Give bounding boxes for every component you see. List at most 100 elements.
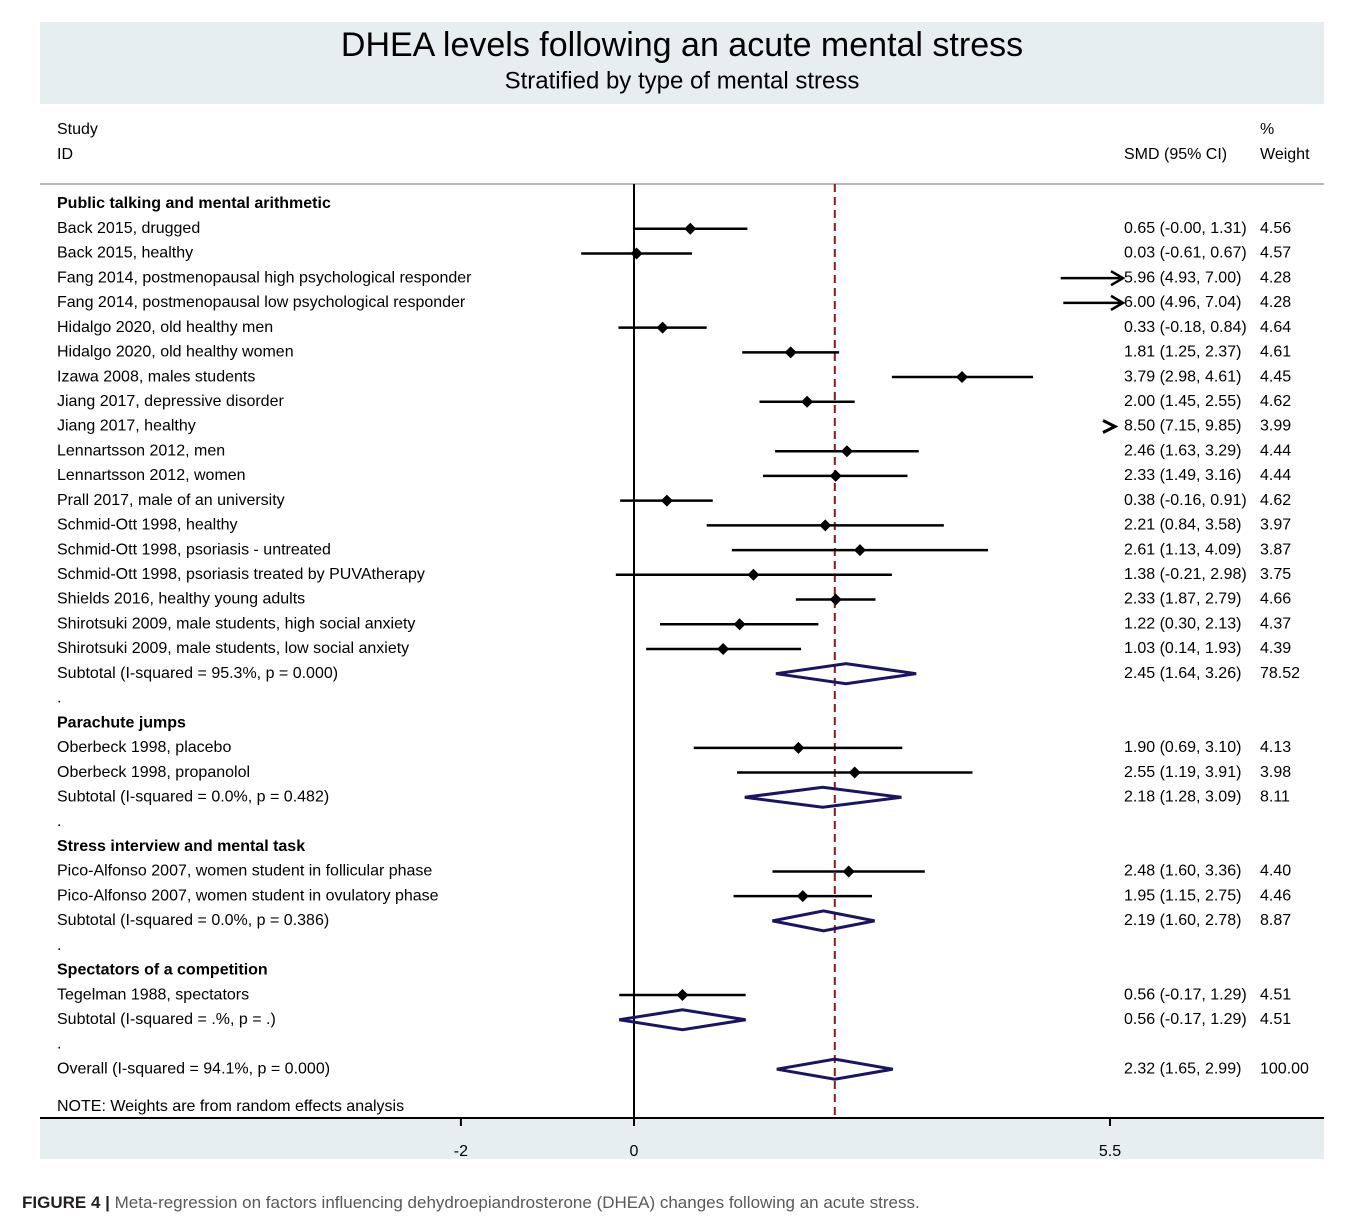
effect-ci-text: 2.55 (1.19, 3.91) (1124, 764, 1241, 781)
subtotal-label: Overall (I-squared = 94.1%, p = 0.000) (57, 1060, 330, 1077)
effect-ci-text: 2.18 (1.28, 3.09) (1124, 788, 1241, 805)
spacer-dot: . (57, 690, 61, 707)
weight-text: 4.44 (1260, 442, 1291, 459)
effect-ci-text: 1.81 (1.25, 2.37) (1124, 344, 1241, 361)
weight-text: 4.51 (1260, 1011, 1291, 1028)
effect-ci-text: 3.79 (2.98, 4.61) (1124, 368, 1241, 385)
study-label: Shields 2016, healthy young adults (57, 591, 305, 608)
pooled-diamond (775, 662, 917, 686)
effect-ci-text: 1.38 (-0.21, 2.98) (1124, 566, 1247, 583)
study-label: Oberbeck 1998, placebo (57, 739, 231, 756)
subtotal-label: Subtotal (I-squared = .%, p = .) (57, 1011, 276, 1028)
weight-text: 8.11 (1260, 788, 1290, 805)
study-label: Back 2015, healthy (57, 245, 193, 262)
study-label: Pico-Alfonso 2007, women student in ovul… (57, 887, 439, 904)
spacer-dot: . (57, 937, 61, 954)
subtotal-label: Subtotal (I-squared = 0.0%, p = 0.482) (57, 788, 329, 805)
pooled-diamond (776, 1057, 894, 1081)
caption-text: Meta-regression on factors influencing d… (109, 1193, 920, 1212)
axis-band (40, 1118, 1324, 1159)
effect-ci-text: 0.65 (-0.00, 1.31) (1124, 220, 1247, 237)
weights-note: NOTE: Weights are from random effects an… (57, 1098, 404, 1115)
effect-ci-text: 0.03 (-0.61, 0.67) (1124, 245, 1247, 262)
effect-ci-text: 2.45 (1.64, 3.26) (1124, 665, 1241, 682)
title-band (40, 22, 1324, 104)
study-label: Shirotsuki 2009, male students, high soc… (57, 615, 415, 632)
effect-ci-text: 5.96 (4.93, 7.00) (1124, 269, 1241, 286)
study-label: Pico-Alfonso 2007, women student in foll… (57, 863, 432, 880)
study-label: Fang 2014, postmenopausal high psycholog… (57, 269, 472, 286)
point-estimate (676, 989, 689, 1002)
caption-label: FIGURE 4 | (22, 1193, 110, 1212)
study-label: Jiang 2017, depressive disorder (57, 393, 284, 410)
study-label: Tegelman 1988, spectators (57, 986, 249, 1003)
effect-ci-text: 2.21 (0.84, 3.58) (1124, 517, 1241, 534)
study-label: Izawa 2008, males students (57, 368, 255, 385)
point-estimate (956, 371, 969, 384)
weight-text: 4.62 (1260, 393, 1291, 410)
effect-ci-text: 6.00 (4.96, 7.04) (1124, 294, 1241, 311)
spacer-dot: . (57, 813, 61, 830)
header-study: Study (57, 121, 98, 138)
weight-text: 4.45 (1260, 368, 1291, 385)
chart-subtitle: Stratified by type of mental stress (505, 67, 860, 94)
row-labels: Public talking and mental arithmetic Back… (57, 195, 1309, 1160)
weight-text: 4.62 (1260, 492, 1291, 509)
study-label: Shirotsuki 2009, male students, low soci… (57, 640, 409, 657)
point-estimate (660, 494, 673, 507)
study-label: Back 2015, drugged (57, 220, 200, 237)
group-heading: Parachute jumps (57, 714, 186, 731)
point-estimate (829, 469, 842, 482)
pooled-diamond (619, 1008, 746, 1032)
pooled-diamond (744, 785, 902, 809)
study-label: Prall 2017, male of an university (57, 492, 285, 509)
point-estimate (848, 766, 861, 779)
ci-arrow (1110, 294, 1126, 311)
point-estimate (733, 618, 746, 631)
point-estimate (684, 222, 697, 235)
forest-marks (40, 184, 1324, 1126)
header-percent: % (1260, 121, 1274, 138)
effect-ci-text: 0.33 (-0.18, 0.84) (1124, 319, 1247, 336)
effect-ci-text: 0.56 (-0.17, 1.29) (1124, 1011, 1247, 1028)
point-estimate (792, 741, 805, 754)
weight-text: 3.75 (1260, 566, 1291, 583)
weight-text: 4.61 (1260, 344, 1291, 361)
weight-text: 4.66 (1260, 591, 1291, 608)
weight-text: 4.37 (1260, 615, 1291, 632)
effect-ci-text: 2.33 (1.87, 2.79) (1124, 591, 1241, 608)
point-estimate (656, 321, 669, 334)
header-effect: SMD (95% CI) (1124, 146, 1227, 163)
weight-text: 4.39 (1260, 640, 1291, 657)
weight-text: 4.56 (1260, 220, 1291, 237)
effect-ci-text: 8.50 (7.15, 9.85) (1124, 418, 1241, 435)
weight-text: 100.00 (1260, 1060, 1309, 1077)
weight-text: 4.64 (1260, 319, 1291, 336)
point-estimate (840, 445, 853, 458)
weight-text: 4.40 (1260, 863, 1291, 880)
x-tick-label: -2 (454, 1143, 468, 1160)
point-estimate (801, 395, 814, 408)
weight-text: 4.51 (1260, 986, 1291, 1003)
weight-text: 4.46 (1260, 887, 1291, 904)
weight-text: 78.52 (1260, 665, 1300, 682)
study-label: Oberbeck 1998, propanolol (57, 764, 250, 781)
group-heading: Stress interview and mental task (57, 838, 305, 855)
effect-ci-text: 1.03 (0.14, 1.93) (1124, 640, 1241, 657)
spacer-dot: . (57, 1036, 61, 1053)
point-estimate (784, 346, 797, 359)
weight-text: 3.99 (1260, 418, 1291, 435)
point-estimate (717, 642, 730, 655)
subtotal-label: Subtotal (I-squared = 0.0%, p = 0.386) (57, 912, 329, 929)
weight-text: 3.97 (1260, 517, 1291, 534)
study-label: Schmid-Ott 1998, psoriasis - untreated (57, 541, 331, 558)
effect-ci-text: 0.56 (-0.17, 1.29) (1124, 986, 1247, 1003)
point-estimate (630, 247, 643, 260)
group-heading: Public talking and mental arithmetic (57, 195, 331, 212)
weight-text: 8.87 (1260, 912, 1291, 929)
effect-ci-text: 2.00 (1.45, 2.55) (1124, 393, 1241, 410)
effect-ci-text: 1.95 (1.15, 2.75) (1124, 887, 1241, 904)
effect-ci-text: 2.48 (1.60, 3.36) (1124, 863, 1241, 880)
point-estimate (747, 568, 760, 581)
